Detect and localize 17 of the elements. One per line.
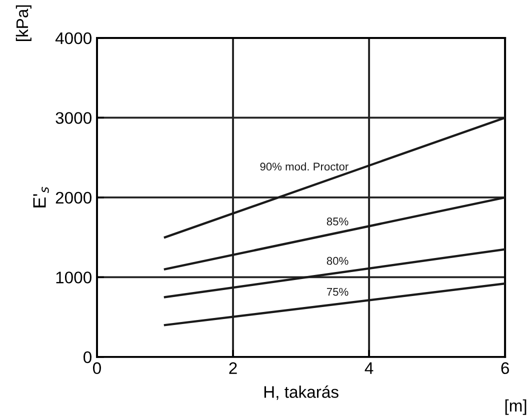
y-tick-label: 4000: [55, 32, 92, 44]
series-label: 75%: [326, 288, 348, 296]
x-tick-label: 0: [93, 362, 101, 374]
y-tick-label: 2000: [56, 192, 92, 204]
y-tick-label: 1000: [56, 272, 92, 284]
series-label: 85%: [326, 218, 348, 226]
text: [m]: [505, 399, 526, 415]
y-tick-label: 0: [84, 351, 92, 364]
y-axis-title: E'$_{s}$: [33, 186, 49, 208]
series-label: 80%: [326, 256, 348, 265]
x-tick-label: 4: [364, 362, 374, 374]
text: [kPa]: [16, 5, 32, 41]
y-tick-label: 3000: [56, 112, 92, 124]
x-tick-label: 2: [229, 362, 237, 374]
x-axis-title: H, takarás: [264, 385, 338, 400]
x-tick-label: 6: [501, 362, 509, 374]
series-label: 90% mod. Proctor: [260, 162, 348, 171]
